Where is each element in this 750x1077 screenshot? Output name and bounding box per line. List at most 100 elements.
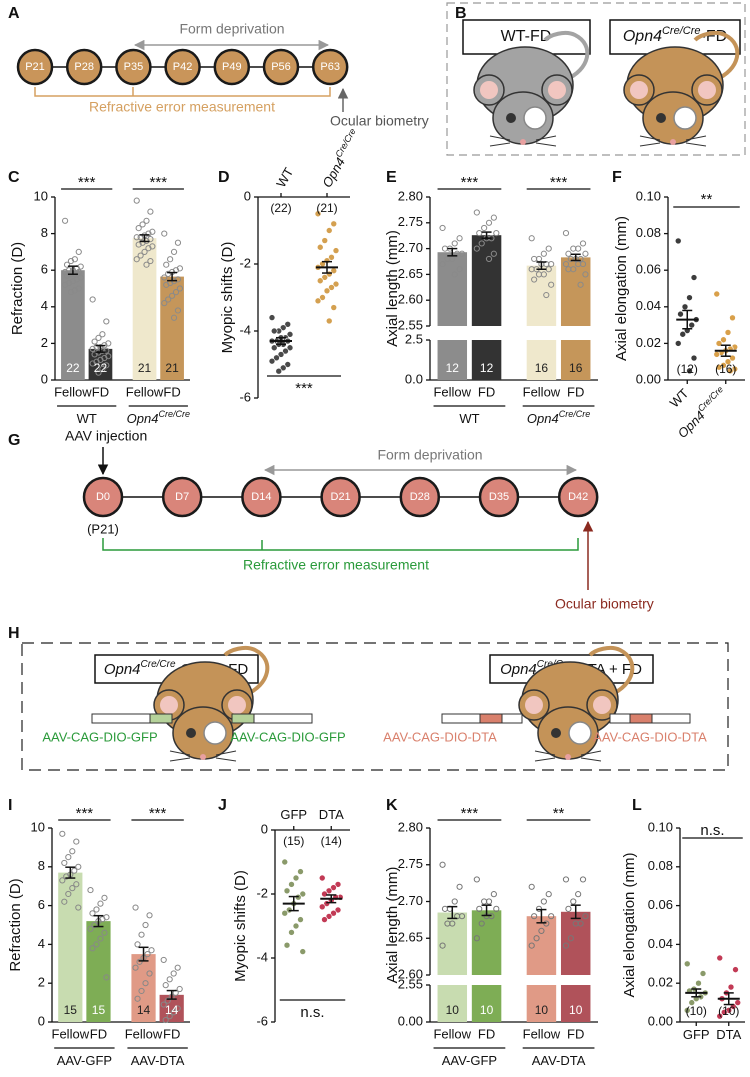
- bar-part: [526, 916, 557, 975]
- data-point: [540, 250, 547, 257]
- bar-part: [560, 340, 591, 380]
- bar-part: [437, 252, 468, 326]
- group-label-base: AAV-GFP: [442, 1053, 497, 1068]
- group-label-base: WT: [459, 411, 479, 426]
- data-point: [93, 941, 100, 948]
- y-tick-label: 2.75: [398, 856, 423, 871]
- group-label-base: Opn4: [527, 411, 559, 426]
- y-tick-label: -4: [239, 322, 251, 337]
- node-label: P28: [74, 61, 94, 73]
- data-point: [321, 274, 329, 281]
- n-label: 15: [64, 1003, 78, 1017]
- y-tick-label: 0.04: [636, 298, 661, 313]
- data-point: [540, 898, 547, 905]
- n-label: 15: [92, 1003, 106, 1017]
- significance: ***: [76, 805, 94, 822]
- data-point: [91, 338, 98, 345]
- x-tick-label-base: GFP: [683, 1027, 710, 1042]
- significance: ***: [550, 174, 568, 191]
- syringe-fill: [231, 713, 255, 724]
- panel-letter: A: [8, 5, 20, 22]
- data-point: [579, 876, 587, 883]
- data-point: [160, 956, 167, 964]
- node-label: D35: [489, 491, 509, 503]
- significance: n.s.: [300, 1004, 324, 1021]
- data-point: [164, 997, 171, 1004]
- data-point: [279, 324, 287, 331]
- data-point: [132, 904, 139, 911]
- data-point: [543, 291, 550, 299]
- group-label: AAV-DTA: [532, 1053, 586, 1068]
- arrow-label: Form deprivation: [179, 21, 284, 37]
- start-sub: (P21): [87, 521, 119, 536]
- x-tick-label-sup: Cre/Cre: [696, 384, 725, 413]
- data-point: [143, 217, 150, 224]
- bar-part: [471, 985, 502, 1022]
- x-tick-label-sup: Cre/Cre: [334, 127, 358, 159]
- data-point: [59, 830, 66, 837]
- data-point: [103, 362, 110, 369]
- n-label: 12: [446, 361, 460, 375]
- data-point: [330, 884, 337, 891]
- data-point: [146, 912, 153, 919]
- data-point: [582, 250, 589, 257]
- group-label-sup: Cre/Cre: [158, 409, 190, 419]
- data-point: [732, 966, 739, 973]
- data-point: [284, 361, 292, 368]
- data-point: [138, 931, 145, 938]
- bar: [526, 916, 557, 1022]
- data-point: [319, 294, 326, 301]
- y-tick-label: 2.80: [398, 819, 423, 834]
- data-point: [726, 367, 734, 375]
- data-point: [724, 329, 732, 336]
- data-point: [493, 230, 500, 237]
- data-point: [142, 980, 149, 987]
- error-bar: [166, 989, 177, 1000]
- data-point: [286, 344, 294, 352]
- x-tick-label: Opn4Cre/Cre: [318, 127, 364, 190]
- label-sup: Cre/Cre: [141, 659, 176, 670]
- error-bar: [288, 895, 299, 912]
- x-tick-label: Fellow: [523, 384, 561, 399]
- data-point: [91, 351, 98, 358]
- data-point: [686, 294, 693, 301]
- data-point: [145, 245, 152, 252]
- timeline-node: [557, 476, 599, 518]
- data-point: [170, 1009, 177, 1016]
- y-tick-label: 0: [38, 1013, 45, 1028]
- group-label-sup: Cre/Cre: [559, 409, 591, 419]
- data-point: [63, 272, 71, 279]
- data-point: [562, 260, 570, 268]
- panel-letter: C: [8, 169, 20, 186]
- panel-letter: G: [8, 432, 20, 449]
- y-tick-label: 0.10: [648, 819, 673, 834]
- timeline-node: [16, 48, 54, 86]
- group-label: AAV-DTA: [131, 1053, 185, 1068]
- bracket-label: Refractive error measurement: [243, 557, 429, 573]
- error-bar: [570, 904, 581, 920]
- data-point: [490, 250, 497, 257]
- data-point: [473, 209, 480, 216]
- data-point: [65, 854, 72, 861]
- n-label: (10): [718, 1004, 739, 1018]
- data-point: [133, 234, 140, 241]
- data-point: [69, 885, 76, 892]
- data-point: [135, 241, 142, 248]
- data-point: [59, 877, 66, 884]
- data-point: [162, 1016, 169, 1024]
- data-point: [493, 905, 500, 912]
- data-point: [688, 999, 696, 1006]
- node-label: P56: [271, 61, 291, 73]
- data-point: [330, 304, 338, 311]
- label-base: Opn4: [500, 661, 537, 678]
- data-point: [567, 255, 574, 263]
- data-point: [548, 281, 555, 288]
- n-label: (10): [686, 1004, 707, 1018]
- data-point: [531, 276, 538, 283]
- data-point: [316, 243, 324, 251]
- syringe-fill: [479, 713, 503, 724]
- data-point: [316, 277, 324, 285]
- start-label: AAV injection: [65, 428, 147, 444]
- data-point: [270, 344, 278, 352]
